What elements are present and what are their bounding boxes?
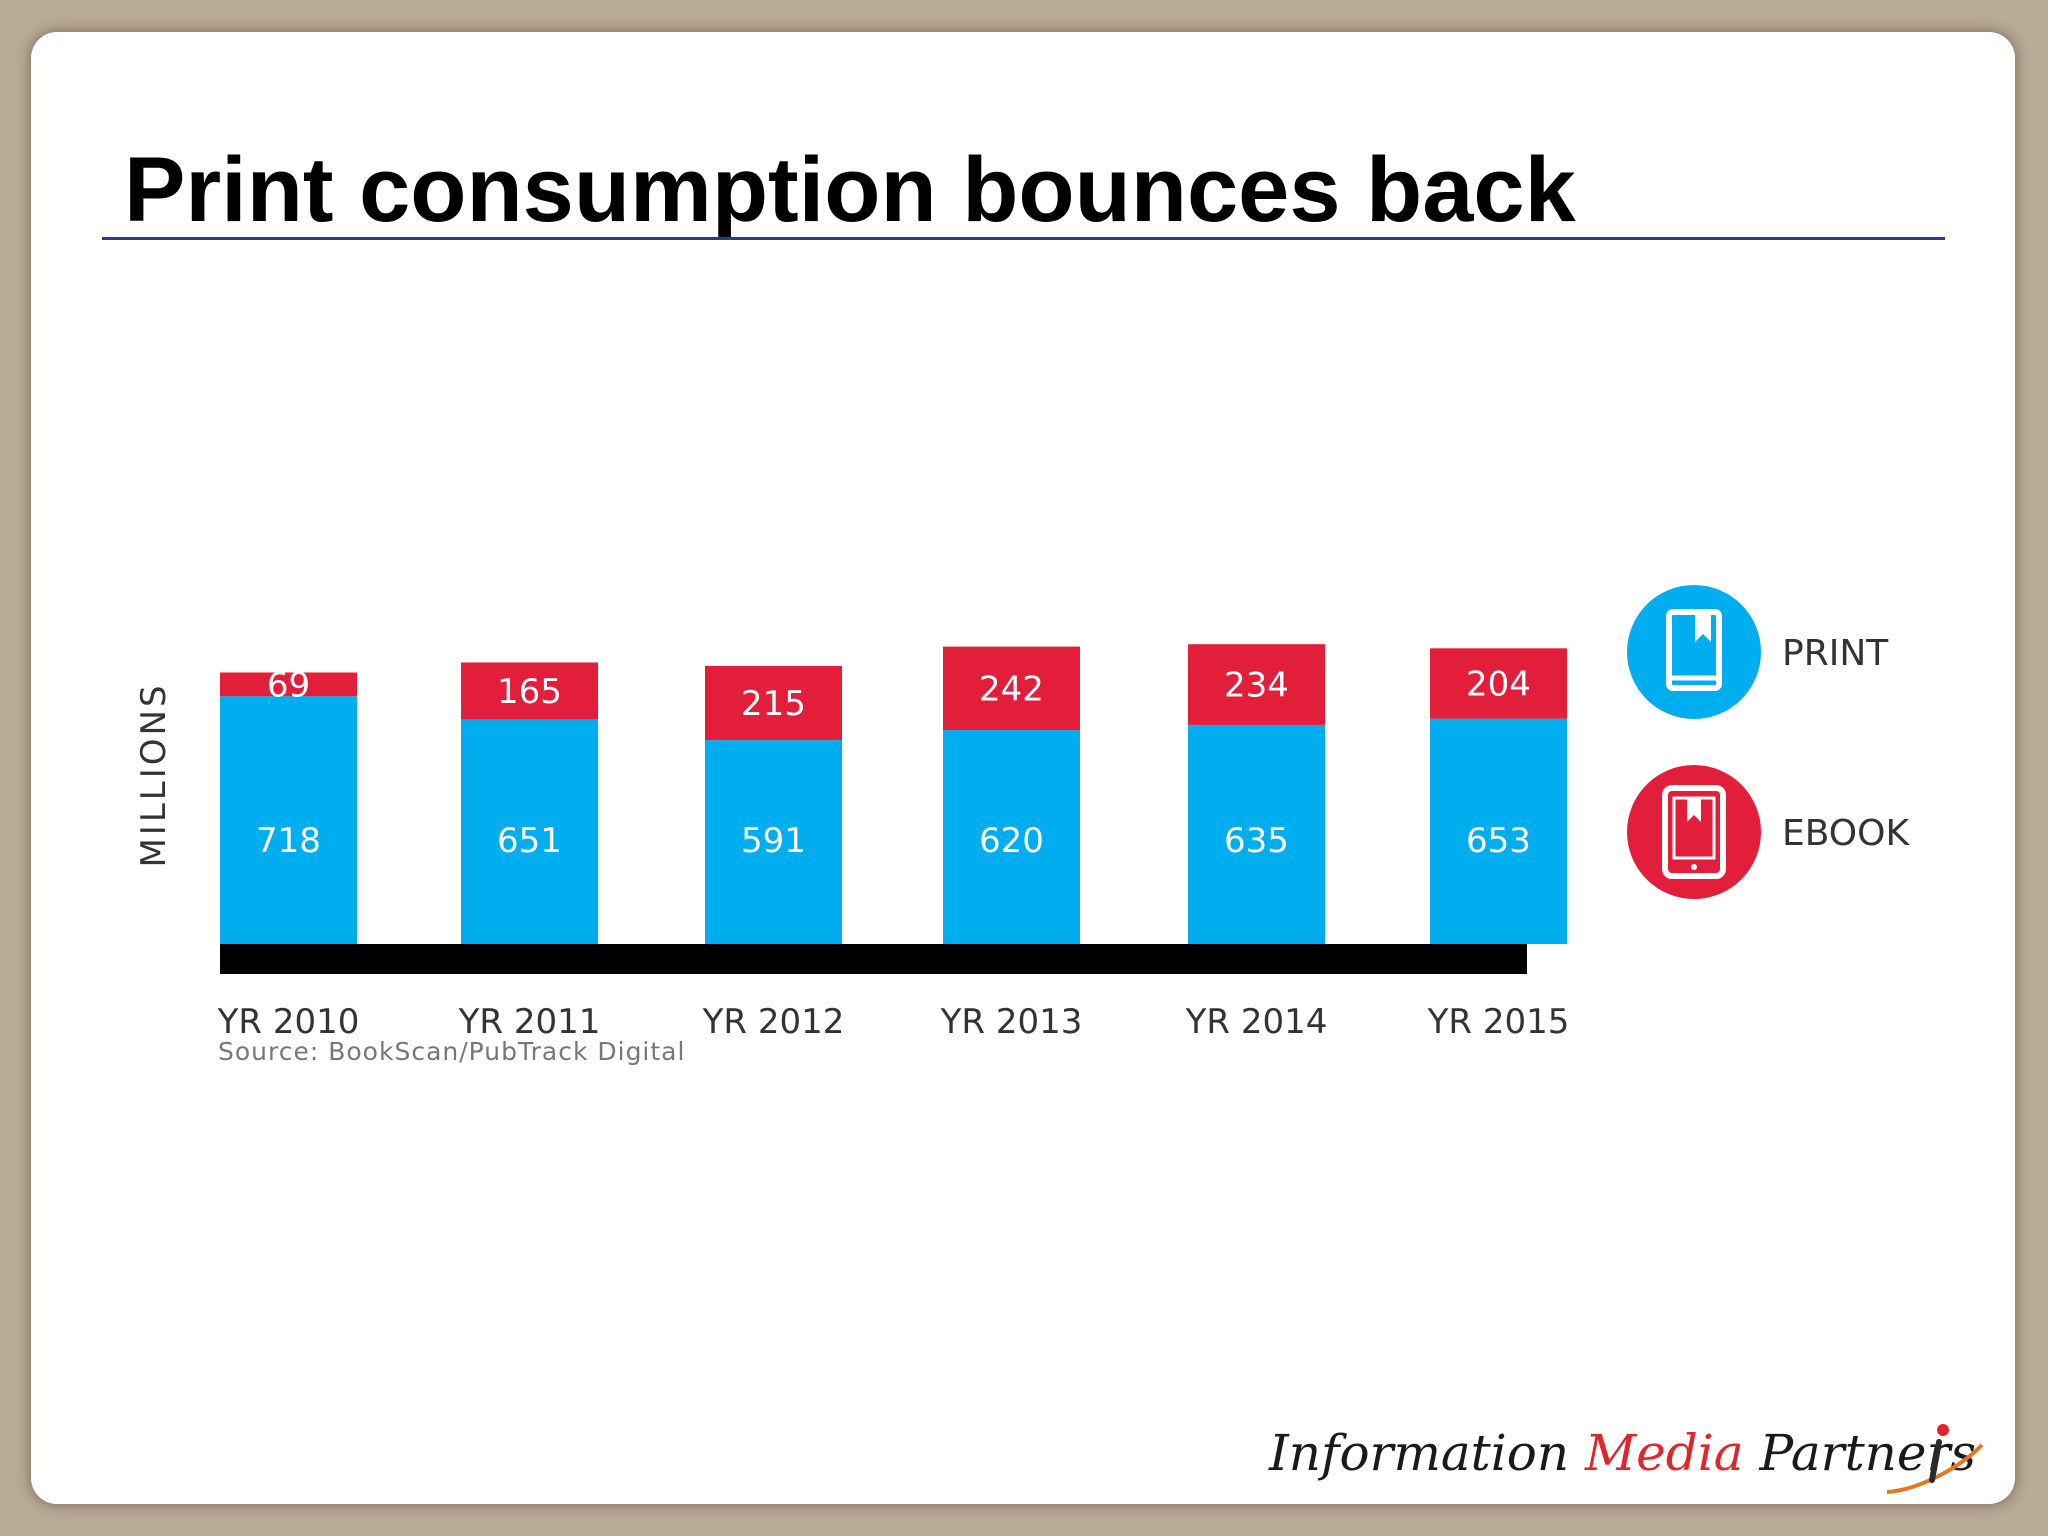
tablet-icon	[1662, 785, 1726, 879]
x-tick-label-0: YR 2010	[217, 1002, 360, 1042]
title-underline	[102, 237, 1945, 240]
company-logo-icon	[1886, 1424, 1984, 1494]
bar-ebook-5	[1430, 648, 1567, 719]
stacked-bar-chart: MILLIONS 718 69 651 165 591 215 620 242 635 234 65…	[134, 585, 1910, 1066]
x-tick-label-2: YR 2012	[702, 1002, 845, 1042]
book-icon	[1666, 609, 1722, 691]
bar-print-2	[705, 740, 842, 944]
bar-ebook-3	[943, 646, 1080, 731]
bar-print-1	[461, 719, 598, 944]
bar-ebook-0	[220, 672, 357, 697]
baseline-bar	[220, 944, 1527, 974]
value-label-print-1: 651	[497, 821, 562, 861]
bar-print-3	[943, 730, 1080, 944]
value-label-ebook-5: 204	[1466, 665, 1531, 705]
legend-swatch-ebook	[1627, 765, 1761, 899]
value-label-print-0: 718	[256, 821, 321, 861]
company-name: Information Media Partners	[1269, 1424, 1976, 1482]
bar-print-4	[1188, 724, 1325, 944]
value-label-print-3: 620	[979, 821, 1044, 861]
value-label-ebook-2: 215	[741, 684, 806, 724]
value-label-ebook-4: 234	[1224, 666, 1289, 706]
bar-ebook-2	[705, 665, 842, 741]
x-tick-label-3: YR 2013	[940, 1002, 1083, 1042]
slide-title: Print consumption bounces back	[124, 139, 1576, 241]
bar-ebook-1	[461, 662, 598, 720]
slide: Print consumption bounces back MILLIONS …	[31, 32, 2015, 1504]
company-name-accent: Media	[1584, 1424, 1744, 1482]
legend-label-ebook: EBOOK	[1782, 813, 1910, 854]
bar-print-0	[220, 696, 357, 944]
bar-print-5	[1430, 718, 1567, 944]
x-tick-label-4: YR 2014	[1185, 1002, 1328, 1042]
value-label-print-2: 591	[741, 821, 806, 861]
value-label-print-5: 653	[1466, 821, 1531, 861]
x-tick-label-1: YR 2011	[458, 1002, 601, 1042]
value-label-ebook-0: 69	[267, 665, 310, 705]
value-label-ebook-1: 165	[497, 672, 562, 712]
value-label-print-4: 635	[1224, 821, 1289, 861]
value-label-ebook-3: 242	[979, 669, 1044, 709]
bar-ebook-4	[1188, 644, 1325, 725]
source-note: Source: BookScan/PubTrack Digital	[218, 1037, 685, 1066]
legend-label-print: PRINT	[1782, 633, 1889, 674]
company-name-start: Information	[1269, 1424, 1585, 1482]
legend-swatch-print	[1627, 585, 1761, 719]
x-tick-label-5: YR 2015	[1427, 1002, 1570, 1042]
y-axis-label: MILLIONS	[134, 682, 174, 867]
